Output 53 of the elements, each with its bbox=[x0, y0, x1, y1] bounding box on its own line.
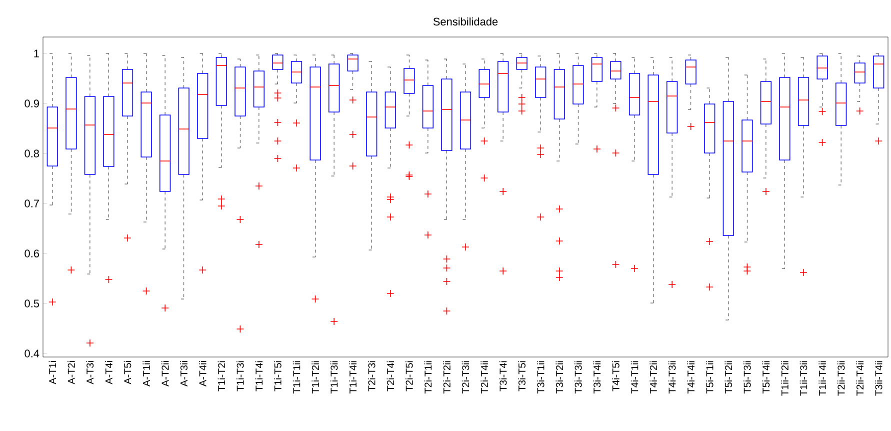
x-tick-label: T3i-T4i bbox=[499, 361, 507, 392]
x-tick-label: A-T1i bbox=[48, 361, 56, 384]
x-tick-label: T2i-T3i bbox=[368, 361, 376, 392]
x-tick-label: A-T4ii bbox=[199, 361, 206, 387]
x-tick-label: T3i-T3ii bbox=[574, 361, 582, 394]
x-tick-label: T1ii-T4ii bbox=[818, 361, 826, 396]
x-tick-label: T1i-T1ii bbox=[292, 361, 300, 394]
y-tick-label: 0.6 bbox=[24, 250, 39, 258]
y-tick-label: 0.7 bbox=[24, 200, 39, 208]
x-tick-label: T2ii-T3ii bbox=[837, 361, 845, 396]
x-tick-label: T5i-T4ii bbox=[762, 361, 770, 394]
x-tick-label: T1i-T4ii bbox=[349, 361, 356, 394]
x-tick-label: A-T2i bbox=[68, 361, 75, 384]
x-tick-label: T1ii-T3ii bbox=[800, 361, 808, 396]
x-tick-label: T5i-T3ii bbox=[744, 361, 751, 394]
x-tick-label: T1i-T3ii bbox=[330, 361, 338, 394]
x-tick-label: T2i-T3ii bbox=[462, 361, 470, 394]
y-tick-label: 1 bbox=[34, 50, 39, 58]
x-tick-label: T5i-T2ii bbox=[724, 361, 732, 394]
x-tick-label: T4i-T5i bbox=[612, 361, 620, 392]
x-tick-label: T5i-T1ii bbox=[706, 361, 714, 394]
x-tick-label: T3i-T4ii bbox=[593, 361, 601, 394]
x-tick-label: T3i-T5i bbox=[518, 361, 526, 392]
x-tick-label: A-T1ii bbox=[142, 361, 150, 387]
x-tick-label: T3i-T1ii bbox=[536, 361, 544, 394]
x-tick-label: T3i-T2ii bbox=[556, 361, 564, 394]
x-tick-label: A-T2ii bbox=[161, 361, 169, 387]
x-tick-label: T2ii-T4ii bbox=[856, 361, 864, 396]
x-tick-label: A-T4i bbox=[105, 361, 112, 384]
x-tick-label: T1i-T2i bbox=[218, 361, 226, 392]
x-tick-label: T3ii-T4ii bbox=[874, 361, 882, 396]
y-tick-label: 0.9 bbox=[24, 100, 39, 108]
x-tick-label: T2i-T5i bbox=[406, 361, 413, 392]
x-tick-label: T1i-T3i bbox=[236, 361, 244, 392]
y-tick-label: 0.5 bbox=[24, 300, 40, 308]
x-tick-label: T2i-T1ii bbox=[424, 361, 432, 394]
x-tick-label: T4i-T4ii bbox=[687, 361, 694, 394]
x-tick-label: A-T3i bbox=[86, 361, 94, 384]
x-tick-label: T4i-T3ii bbox=[668, 361, 676, 394]
x-tick-label: T2i-T4ii bbox=[480, 361, 488, 394]
chart-title: Sensibilidade bbox=[433, 17, 498, 26]
x-tick-label: T1i-T2ii bbox=[312, 361, 319, 394]
x-tick-label: T4i-T1ii bbox=[630, 361, 638, 394]
x-tick-label: T1i-T5i bbox=[274, 361, 282, 392]
x-tick-label: T2i-T4i bbox=[386, 361, 394, 392]
y-tick-label: 0.8 bbox=[24, 150, 39, 158]
x-tick-label: T1ii-T2ii bbox=[781, 361, 788, 396]
x-tick-label: T1i-T4i bbox=[255, 361, 263, 392]
x-tick-label: T4i-T2ii bbox=[650, 361, 657, 394]
y-tick-label: 0.4 bbox=[24, 350, 40, 358]
x-tick-label: A-T5i bbox=[124, 361, 132, 384]
x-tick-label: T2i-T2ii bbox=[443, 361, 450, 394]
x-tick-label: A-T3ii bbox=[180, 361, 188, 387]
